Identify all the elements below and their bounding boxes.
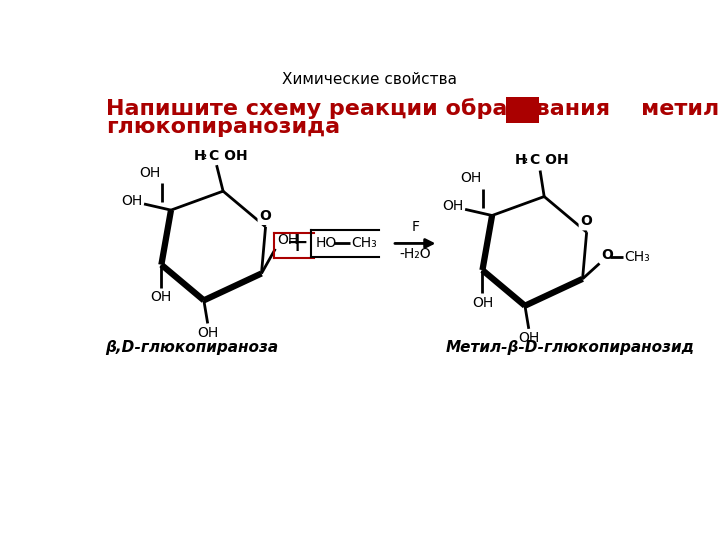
- Text: OH: OH: [150, 290, 172, 304]
- Text: C OH: C OH: [210, 148, 248, 163]
- Text: O: O: [581, 214, 593, 228]
- Text: D-: D-: [508, 98, 537, 122]
- Text: OH: OH: [277, 233, 298, 247]
- Text: глюкопиранозида: глюкопиранозида: [106, 117, 340, 137]
- Text: Метил-β-D-глюкопиранозид: Метил-β-D-глюкопиранозид: [446, 340, 695, 355]
- Text: Напишите схему реакции образования    метил-β-: Напишите схему реакции образования метил…: [106, 98, 720, 119]
- Text: HO: HO: [316, 237, 337, 251]
- Text: F: F: [411, 220, 419, 234]
- Text: β,D-глюкопираноза: β,D-глюкопираноза: [106, 340, 279, 355]
- Text: H: H: [515, 153, 526, 167]
- Text: CH₃: CH₃: [351, 237, 377, 251]
- Text: ₂: ₂: [202, 151, 207, 161]
- Text: OH: OH: [518, 331, 539, 345]
- Text: CH₃: CH₃: [624, 251, 650, 264]
- Text: -H₂O: -H₂O: [400, 247, 431, 261]
- Text: OH: OH: [442, 199, 464, 213]
- Text: OH: OH: [121, 194, 143, 208]
- Text: O: O: [260, 209, 271, 223]
- Text: OH: OH: [197, 326, 218, 340]
- Text: O: O: [601, 248, 613, 262]
- Text: +: +: [287, 230, 310, 258]
- Text: C OH: C OH: [531, 153, 569, 167]
- Text: ₂: ₂: [523, 156, 528, 165]
- Text: Химические свойства: Химические свойства: [282, 72, 456, 87]
- Text: H: H: [194, 148, 205, 163]
- Text: OH: OH: [460, 172, 481, 185]
- Text: OH: OH: [139, 166, 161, 180]
- Text: OH: OH: [472, 295, 493, 309]
